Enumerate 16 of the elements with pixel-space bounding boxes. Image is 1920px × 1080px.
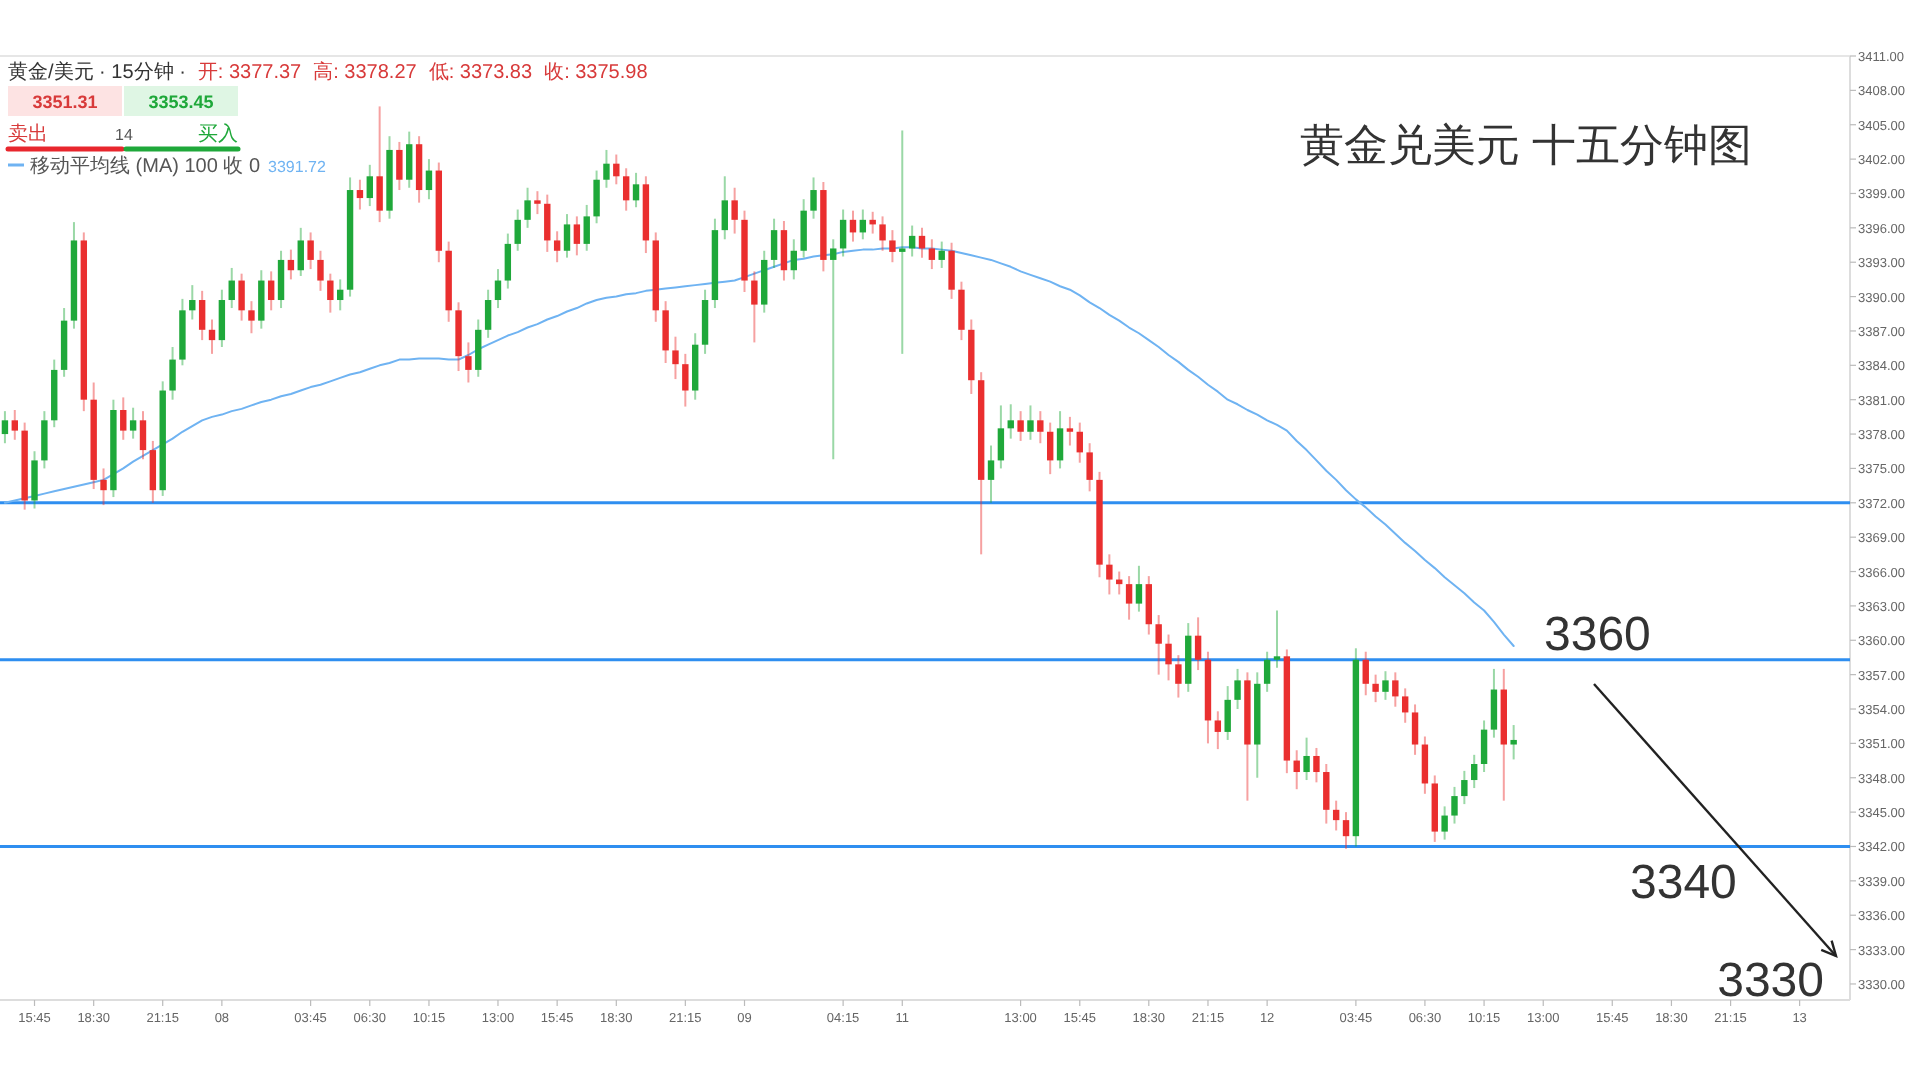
annotation: 开: 3377.37 <box>197 62 303 84</box>
annotation: 高: 3378.27 <box>313 60 418 84</box>
text: 黄金兑美元 十五分钟图 <box>1300 120 1753 170</box>
annotation: 收: 3375.98 <box>544 62 649 84</box>
annotation: 3353.45 <box>148 92 214 112</box>
legend-label: 移动平均线 (MA) 100 收 0 <box>30 154 261 178</box>
annotation: 3360 <box>1544 607 1651 662</box>
annotation: 买入 <box>198 122 238 146</box>
annotation: 卖出 <box>8 122 48 146</box>
annotation: 黄金/美元 · 15分钟 · <box>8 60 186 84</box>
annotation: 低: 3373.83 <box>428 62 533 84</box>
annotation: 3340 <box>1630 856 1737 911</box>
annotation: 3330 <box>1717 954 1824 1008</box>
annotation: 3351.31 <box>32 92 98 112</box>
annotation: 14 <box>115 126 134 144</box>
annotation: 3391.72 <box>268 158 327 176</box>
